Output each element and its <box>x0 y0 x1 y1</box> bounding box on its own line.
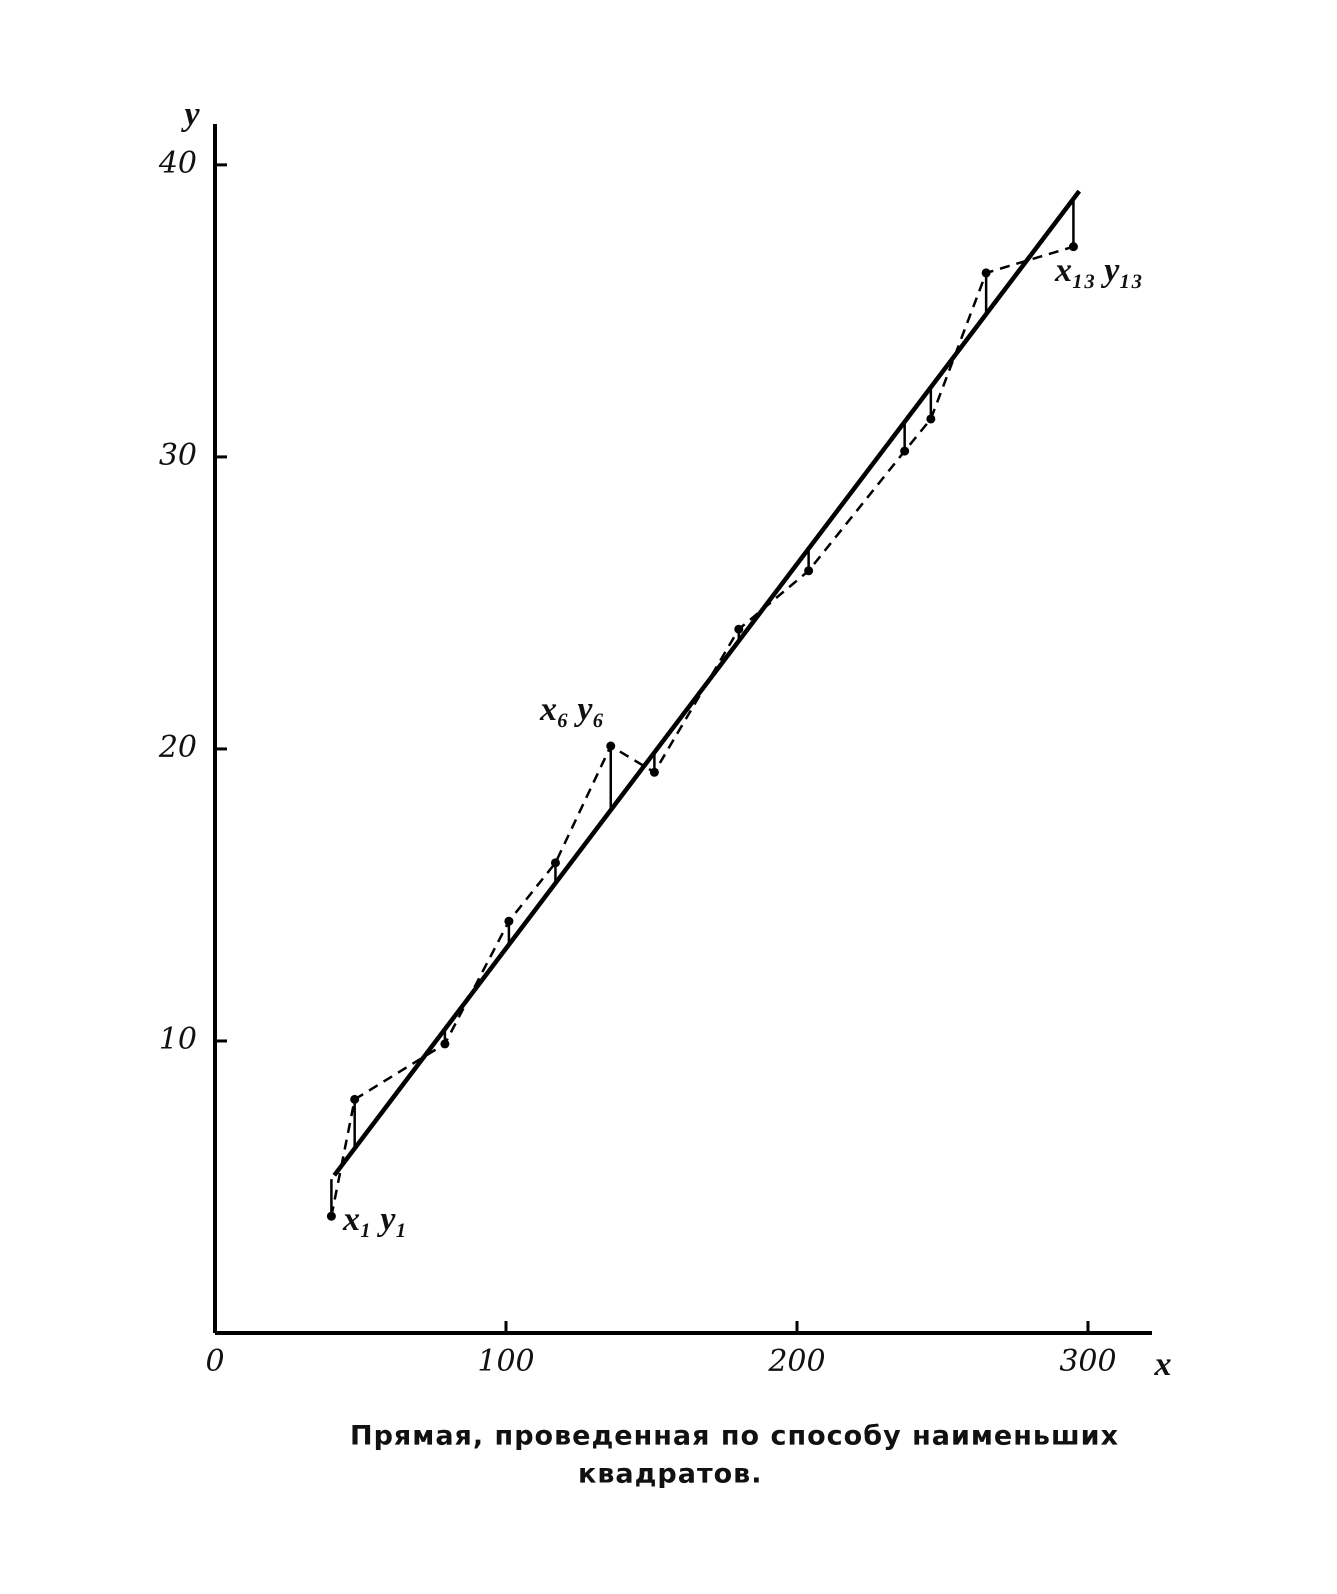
point <box>649 767 659 777</box>
annotation: x₆ y₆ <box>539 691 604 728</box>
point <box>804 566 814 576</box>
point <box>734 624 744 634</box>
point <box>550 858 560 868</box>
y-tick-label: 20 <box>158 730 197 765</box>
point <box>504 916 514 926</box>
point <box>926 414 936 424</box>
point <box>440 1039 450 1049</box>
x-tick-label: 100 <box>477 1344 534 1379</box>
y-tick-label: 10 <box>159 1022 197 1057</box>
y-axis-label: y <box>180 96 200 133</box>
point <box>1068 242 1078 252</box>
y-tick-label: 40 <box>158 146 197 181</box>
annotation: x₁ y₁ <box>342 1201 407 1238</box>
point <box>981 268 991 278</box>
point <box>606 741 616 751</box>
x-tick-label: 200 <box>767 1344 825 1379</box>
dashed-line <box>330 245 1074 1217</box>
caption: квадратов. <box>578 1459 763 1490</box>
x-tick-label: 0 <box>205 1344 224 1379</box>
point <box>900 446 910 456</box>
y-tick-label: 30 <box>159 438 197 473</box>
x-axis-label: x <box>1154 1346 1172 1383</box>
point <box>326 1211 336 1221</box>
x-tick-label: 300 <box>1059 1344 1116 1379</box>
point <box>350 1094 360 1104</box>
annotation: x₁₃ y₁₃ <box>1054 252 1143 289</box>
caption: Прямая, проведенная по способу наименьши… <box>350 1421 1119 1452</box>
fit-line <box>332 189 1082 1177</box>
